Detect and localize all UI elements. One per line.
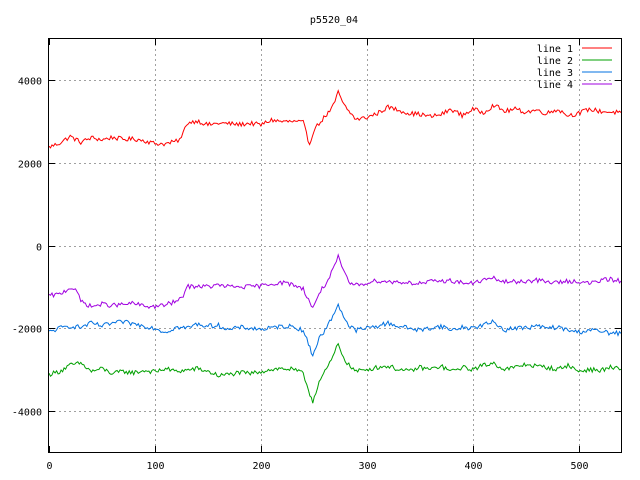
x-tick-label: 0 [46,461,52,472]
series-line-1 [48,89,622,149]
legend-label: line 2 [537,56,573,67]
legend-label: line 3 [537,68,573,79]
y-tick-label: -2000 [12,325,42,336]
series-line-2 [48,342,622,404]
x-tick-label: 400 [464,461,482,472]
series-line-4 [48,253,622,310]
legend-label: line 1 [537,44,573,55]
y-tick-label: 4000 [18,77,42,88]
x-tick-label: 500 [570,461,588,472]
plot-frame [48,38,622,453]
grid [49,39,621,452]
x-tick-label: 200 [252,461,270,472]
series-line-3 [48,302,622,357]
axis-ticks: 0 100 200 300 400 500 -4000 -2000 0 2000 4000 [12,39,621,472]
y-tick-label: 0 [36,243,42,254]
y-tick-label: -4000 [12,408,42,419]
x-tick-label: 300 [358,461,376,472]
legend-label: line 4 [537,80,573,91]
chart-title: p5520_04 [310,15,358,26]
x-tick-label: 100 [146,461,164,472]
y-tick-label: 2000 [18,160,42,171]
series-lines [48,89,622,404]
